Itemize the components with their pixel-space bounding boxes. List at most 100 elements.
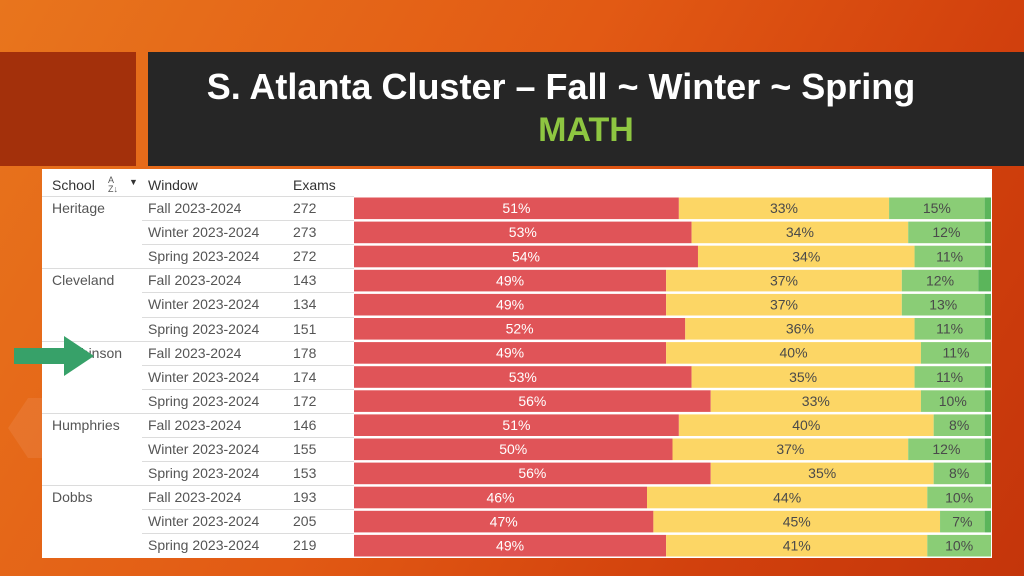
row-separator xyxy=(142,316,354,318)
row-separator xyxy=(142,437,354,438)
bar-data-label: 52% xyxy=(506,321,534,337)
bar-segment-remainder[interactable] xyxy=(984,462,991,485)
exams-count: 272 xyxy=(293,248,317,265)
bar-segment-red[interactable] xyxy=(354,438,673,461)
exams-count: 178 xyxy=(293,344,317,361)
bar-segment-yellow[interactable] xyxy=(710,462,934,485)
bar-segment-remainder[interactable] xyxy=(984,510,991,533)
bar-segment-yellow[interactable] xyxy=(666,269,902,292)
bar-segment-remainder[interactable] xyxy=(984,390,991,412)
bar-segment-green[interactable] xyxy=(940,510,985,533)
bar-segment-red[interactable] xyxy=(354,269,667,292)
bar-segment-red[interactable] xyxy=(354,221,692,244)
bar-segment-green[interactable] xyxy=(933,462,985,485)
bar-segment-red[interactable] xyxy=(354,510,654,533)
bar-segment-red[interactable] xyxy=(354,293,667,316)
sort-dropdown-icon[interactable]: ▼ xyxy=(129,177,138,187)
bar-segment-red[interactable] xyxy=(354,390,711,412)
bar-segment-red[interactable] xyxy=(354,245,698,268)
bar-segment-green[interactable] xyxy=(901,269,979,292)
bar-segment-green[interactable] xyxy=(908,438,985,461)
bar-data-label: 35% xyxy=(808,465,836,481)
bar-segment-yellow[interactable] xyxy=(666,342,921,364)
bar-segment-remainder[interactable] xyxy=(984,366,991,388)
bar-data-label: 36% xyxy=(786,321,814,337)
window-label: Spring 2023-2024 xyxy=(148,537,260,554)
bar-segment-remainder[interactable] xyxy=(984,221,991,244)
window-label: Fall 2023-2024 xyxy=(148,344,242,361)
bar-segment-yellow[interactable] xyxy=(666,534,928,557)
row-separator xyxy=(142,292,354,294)
highlight-arrow-icon xyxy=(14,336,94,376)
decorative-left-block xyxy=(0,52,136,166)
window-label: Winter 2023-2024 xyxy=(148,224,260,241)
bar-segment-yellow[interactable] xyxy=(678,197,890,220)
bar-segment-red[interactable] xyxy=(354,366,692,388)
bar-segment-red[interactable] xyxy=(354,318,686,340)
bar-segment-green[interactable] xyxy=(920,342,991,364)
bar-segment-yellow[interactable] xyxy=(678,414,934,436)
header-school[interactable]: School xyxy=(52,177,95,193)
bar-segment-green[interactable] xyxy=(920,390,985,412)
bar-segment-red[interactable] xyxy=(354,534,667,557)
bar-segment-yellow[interactable] xyxy=(691,366,915,388)
bar-segment-remainder[interactable] xyxy=(984,414,991,436)
bar-segment-yellow[interactable] xyxy=(653,510,941,533)
bar-segment-yellow[interactable] xyxy=(685,318,915,340)
bar-segment-remainder[interactable] xyxy=(978,269,991,292)
row-separator xyxy=(142,509,354,511)
bar-data-label: 51% xyxy=(502,417,530,433)
bar-data-label: 40% xyxy=(780,345,808,361)
bar-segment-green[interactable] xyxy=(927,534,991,557)
bar-segment-green[interactable] xyxy=(889,197,985,220)
data-table-panel: School A Z↓ ▼ Window Exams Heritage Fall 2… xyxy=(42,169,992,558)
bar-segment-yellow[interactable] xyxy=(647,486,928,509)
bar-segment-green[interactable] xyxy=(901,293,985,316)
bar-data-label: 35% xyxy=(789,369,817,385)
bar-data-label: 12% xyxy=(932,441,960,457)
bar-segment-red[interactable] xyxy=(354,414,679,436)
bar-segment-green[interactable] xyxy=(914,366,985,388)
window-label: Spring 2023-2024 xyxy=(148,392,260,409)
school-name: Heritage xyxy=(52,200,105,216)
exams-count: 146 xyxy=(293,416,317,433)
school-name: Dobbs xyxy=(52,489,93,506)
bar-data-label: 56% xyxy=(518,393,546,409)
bar-segment-green[interactable] xyxy=(914,245,985,268)
bar-segment-green[interactable] xyxy=(933,414,985,436)
bar-segment-green[interactable] xyxy=(908,221,985,244)
bar-segment-remainder[interactable] xyxy=(984,438,991,461)
bar-data-label: 8% xyxy=(949,465,969,481)
bar-segment-yellow[interactable] xyxy=(666,293,902,316)
bar-segment-remainder[interactable] xyxy=(984,197,991,220)
bar-segment-remainder[interactable] xyxy=(984,318,991,340)
bar-segment-red[interactable] xyxy=(354,462,711,485)
window-label: Winter 2023-2024 xyxy=(148,441,260,457)
bar-segment-yellow[interactable] xyxy=(691,221,909,244)
bar-data-label: 53% xyxy=(509,224,537,240)
exams-count: 272 xyxy=(293,200,317,216)
bar-data-label: 54% xyxy=(512,248,540,264)
bar-segment-yellow[interactable] xyxy=(672,438,909,461)
exams-count: 155 xyxy=(293,441,317,457)
bar-segment-green[interactable] xyxy=(927,486,991,509)
bar-segment-red[interactable] xyxy=(354,486,648,509)
exams-count: 205 xyxy=(293,513,317,530)
row-separator xyxy=(42,485,354,487)
row-separator xyxy=(142,364,354,366)
bar-segment-red[interactable] xyxy=(354,197,679,220)
bar-segment-remainder[interactable] xyxy=(984,293,991,316)
header-exams[interactable]: Exams xyxy=(293,177,336,193)
bar-data-label: 45% xyxy=(783,513,811,529)
bar-data-label: 46% xyxy=(486,489,514,505)
sort-az-icon[interactable]: A Z↓ xyxy=(108,175,118,194)
header-window[interactable]: Window xyxy=(148,177,198,193)
bar-segment-remainder[interactable] xyxy=(984,245,991,268)
bar-data-label: 10% xyxy=(939,393,967,409)
bar-segment-yellow[interactable] xyxy=(697,245,915,268)
row-separator xyxy=(142,388,354,390)
bar-segment-yellow[interactable] xyxy=(710,390,921,412)
row-separator xyxy=(42,196,354,197)
bar-segment-red[interactable] xyxy=(354,342,667,364)
bar-segment-green[interactable] xyxy=(914,318,985,340)
